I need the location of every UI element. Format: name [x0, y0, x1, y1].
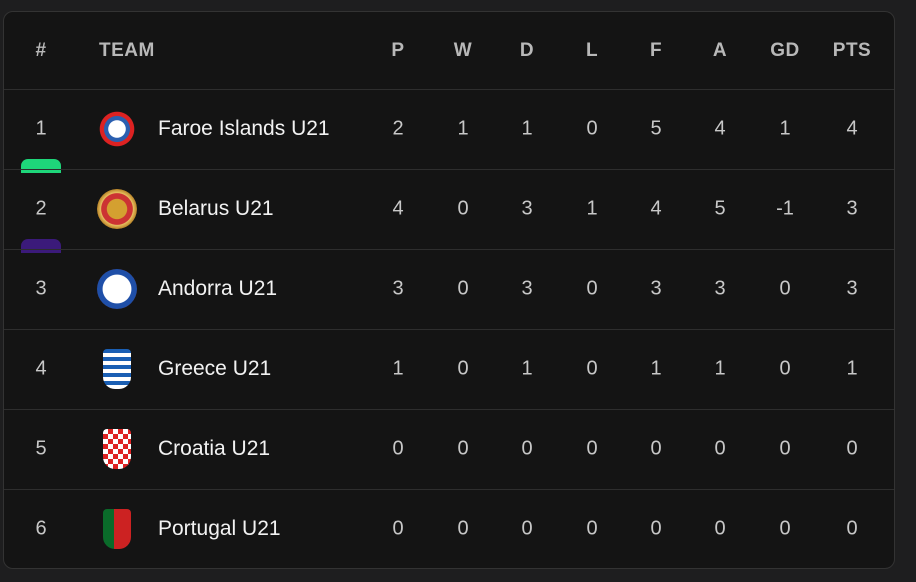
standings-table: # TEAM P W D L F A GD PTS 1 Faroe Islands U21 2 1 1 0 5 4…	[3, 11, 895, 569]
stat: 4	[650, 197, 662, 220]
column-header[interactable]: GD	[770, 40, 800, 61]
column-header[interactable]: W	[453, 40, 473, 61]
stat: 3	[846, 197, 858, 220]
stat: 0	[714, 437, 726, 460]
team-logo	[97, 269, 137, 309]
stat: 0	[714, 517, 726, 540]
stat: 3	[714, 277, 726, 300]
column-header[interactable]: TEAM	[99, 40, 155, 61]
stat: 1	[650, 357, 662, 380]
stat: 1	[457, 117, 469, 140]
stat: 3	[521, 277, 533, 300]
stat: 3	[846, 277, 858, 300]
stat: 3	[392, 277, 404, 300]
stat: 1	[586, 197, 598, 220]
stat: -1	[776, 197, 794, 220]
team-logo	[103, 509, 131, 549]
stat: 1	[846, 357, 858, 380]
stat: 4	[846, 117, 858, 140]
stat: 0	[779, 357, 791, 380]
promotion-indicator	[21, 159, 61, 173]
column-header[interactable]: F	[649, 40, 663, 61]
stat: 0	[457, 277, 469, 300]
stat: 1	[521, 357, 533, 380]
row-divider	[4, 89, 894, 90]
column-header[interactable]: PTS	[832, 40, 872, 61]
rank: 1	[35, 117, 47, 140]
rank: 3	[35, 277, 47, 300]
team-name[interactable]: Faroe Islands U21	[158, 117, 330, 140]
stat: 5	[650, 117, 662, 140]
rank: 2	[35, 197, 47, 220]
stat: 0	[586, 117, 598, 140]
stat: 0	[521, 517, 533, 540]
stat: 4	[714, 117, 726, 140]
team-logo	[97, 109, 137, 149]
stat: 2	[392, 117, 404, 140]
stat: 0	[586, 517, 598, 540]
stat: 1	[714, 357, 726, 380]
team-name[interactable]: Belarus U21	[158, 197, 274, 220]
row-divider	[4, 249, 894, 250]
stat: 0	[650, 517, 662, 540]
row-divider	[4, 169, 894, 170]
column-header[interactable]: D	[519, 40, 535, 61]
stat: 0	[779, 517, 791, 540]
rank: 5	[35, 437, 47, 460]
row-divider	[4, 329, 894, 330]
team-name[interactable]: Portugal U21	[158, 517, 281, 540]
team-name[interactable]: Greece U21	[158, 357, 272, 380]
column-header[interactable]: #	[35, 40, 47, 61]
stat: 0	[392, 517, 404, 540]
stat: 0	[586, 357, 598, 380]
team-logo	[103, 349, 131, 389]
stat: 0	[586, 277, 598, 300]
stat: 0	[392, 437, 404, 460]
stat: 4	[392, 197, 404, 220]
stat: 0	[457, 517, 469, 540]
stat: 3	[521, 197, 533, 220]
stat: 0	[457, 357, 469, 380]
stat: 1	[521, 117, 533, 140]
playoff-indicator	[21, 239, 61, 253]
stat: 0	[586, 437, 598, 460]
stat: 3	[650, 277, 662, 300]
stat: 1	[392, 357, 404, 380]
rank: 6	[35, 517, 47, 540]
stat: 1	[779, 117, 791, 140]
stat: 0	[779, 437, 791, 460]
column-header[interactable]: P	[391, 40, 405, 61]
stat: 0	[457, 437, 469, 460]
stat: 0	[846, 437, 858, 460]
stat: 0	[457, 197, 469, 220]
stat: 0	[846, 517, 858, 540]
row-divider	[4, 489, 894, 490]
rank: 4	[35, 357, 47, 380]
team-logo	[103, 429, 131, 469]
column-header[interactable]: L	[585, 40, 599, 61]
team-name[interactable]: Andorra U21	[158, 277, 278, 300]
stat: 0	[650, 437, 662, 460]
stat: 5	[714, 197, 726, 220]
team-name[interactable]: Croatia U21	[158, 437, 271, 460]
stat: 0	[779, 277, 791, 300]
row-divider	[4, 409, 894, 410]
column-header[interactable]: A	[712, 40, 728, 61]
stat: 0	[521, 437, 533, 460]
team-logo	[97, 189, 137, 229]
